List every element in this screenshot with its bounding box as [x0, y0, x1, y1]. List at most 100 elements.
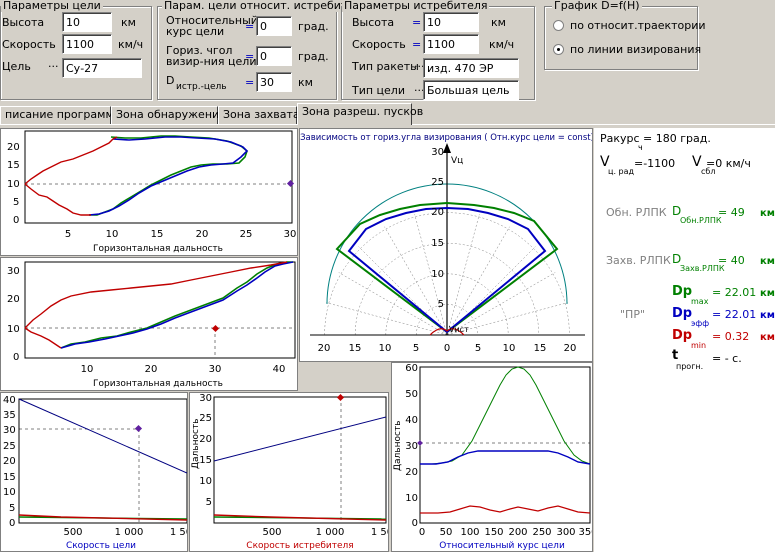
chart5-xtick: 0	[419, 527, 425, 538]
chart1-yticks: 0 5 10 15 20	[7, 142, 20, 226]
course-unit: град.	[298, 20, 329, 33]
target-kind-input[interactable]: Большая цель	[423, 80, 519, 100]
chart3-ytick: 30	[3, 425, 16, 436]
obn-sub: Обн.РЛПК	[680, 216, 722, 225]
chart4-ytick: 5	[206, 497, 212, 508]
chart3-ytick: 20	[3, 456, 16, 467]
missile-input[interactable]: изд. 470 ЭР	[423, 58, 519, 78]
chart1-xtick: 25	[240, 229, 253, 240]
chart1-ytick: 20	[7, 142, 20, 153]
polar-grid-ray	[446, 226, 510, 336]
chart2-xtick: 10	[81, 364, 94, 375]
dpmax-unit: км	[760, 288, 775, 299]
target-height-label: Высота	[2, 16, 45, 29]
graph-option1-radio[interactable]	[553, 20, 564, 31]
zahv-D: D	[672, 252, 682, 266]
dist-sub: истр.-цель	[176, 82, 227, 92]
tab-detection-zone[interactable]: Зона обнаружения	[111, 106, 226, 124]
zahv-sub: Захв.РЛПК	[680, 264, 725, 273]
polar-axis-label: Vц	[451, 156, 463, 166]
chart1-red-curve	[24, 183, 91, 216]
chart1-xlabel: Горизонтальная дальность	[93, 244, 223, 254]
dpmin-value: = 0.32	[712, 330, 750, 343]
polar-red-min	[429, 328, 465, 336]
chart3-xtick: 1 000	[115, 527, 144, 538]
polar-grid-arc	[385, 273, 509, 336]
chart4-plot-area	[213, 396, 387, 524]
fighter-speed-input[interactable]: 1100	[423, 34, 479, 54]
chart1-ytick: 10	[7, 179, 20, 190]
chart1-xtick: 10	[106, 229, 119, 240]
chart5-red-curve	[420, 505, 591, 514]
course-label-1: Относительный	[166, 14, 258, 27]
target-type-input[interactable]: Су-27	[62, 58, 142, 78]
chart4-xtick: 500	[262, 527, 281, 538]
chart5-ytick: 10	[405, 493, 418, 504]
chart3-yticks: 0 5 10 15 20 25 30 35 40	[3, 395, 16, 529]
chart2-xlabel: Горизонтальная дальность	[93, 379, 223, 389]
zahv-unit: км	[760, 256, 775, 267]
chart2-red-curve	[24, 327, 62, 349]
target-height-input[interactable]: 10	[62, 12, 112, 32]
chart2-ytick: 30	[7, 266, 20, 277]
polar-grid-ray	[446, 302, 568, 336]
graph-option1-label[interactable]: по относит.траектории	[570, 19, 706, 32]
polar-xtick: 0	[444, 343, 450, 354]
polar-ytick: 10	[431, 269, 444, 280]
obn-name: Обн. РЛПК	[606, 206, 667, 219]
chart1-green-curve	[89, 135, 248, 216]
chart5-yticks: 0 10 20 30 40 50 60	[405, 363, 418, 529]
chart1-plot-area	[24, 130, 293, 224]
target-type-label: Цель	[2, 60, 31, 73]
chart2-green-curve	[60, 261, 293, 349]
polar-ytick: 20	[431, 207, 444, 218]
chart5-ytick: 50	[405, 389, 418, 400]
polar-green-zone	[335, 201, 559, 334]
polar-xtick: 15	[534, 343, 547, 354]
dpmin-unit: км	[760, 332, 775, 343]
obn-unit: км	[760, 208, 775, 219]
fighter-speed-label: Скорость	[352, 38, 406, 51]
dist-input[interactable]: 30	[256, 72, 292, 92]
chart5-ytick: 0	[412, 518, 418, 529]
chart4-yticks: 5 10 15 20 25 30	[199, 393, 212, 508]
dpmin-sub: min	[691, 341, 707, 350]
polar-blue-zone	[347, 206, 547, 334]
rakurs-label: Ракурс = 180 град.	[600, 132, 711, 145]
graph-option2-radio[interactable]	[553, 44, 564, 55]
target-speed-label: Скорость	[2, 38, 56, 51]
dist-eq: =	[245, 76, 255, 89]
chart1-ytick: 5	[13, 197, 19, 208]
chart5-ytick: 40	[405, 415, 418, 426]
angle-input[interactable]: 0	[256, 46, 292, 66]
v-sbl-value: =0 км/ч	[706, 157, 751, 170]
tab-launch-zone[interactable]: Зона разреш. пусков	[297, 103, 423, 125]
chart4-xlabel: Скорость истребителя	[246, 541, 353, 551]
fighter-height-label: Высота	[352, 16, 395, 29]
chart3-blue-line	[18, 398, 187, 474]
chart4-xtick: 1 000	[316, 527, 345, 538]
angle-label-2: визир-ния цели	[166, 55, 257, 68]
angle-label-1: Гориз. чгол	[166, 44, 233, 57]
polar-xticks: 20 15 10 5 0 5 10 15 20	[318, 343, 577, 354]
chart3-ytick: 25	[3, 441, 16, 452]
chart4-xticks: 500 1 000 1 50	[262, 527, 388, 538]
chart5-xtick: 350	[578, 527, 593, 538]
graph-type-group	[544, 6, 698, 70]
chart3-ytick: 5	[9, 503, 15, 514]
target-kind-label: Тип цели	[352, 84, 405, 97]
fighter-height-input[interactable]: 10	[423, 12, 479, 32]
tab-capture-zone[interactable]: Зона захвата	[218, 106, 300, 124]
chart1-panel: 0 5 10 15 20 5 10 15 20 25 30 Горизонтал…	[0, 128, 298, 256]
polar-grid-ray	[414, 214, 448, 336]
polar-xtick: 5	[475, 343, 481, 354]
chart2-plot-area	[24, 261, 296, 359]
dist-label: D	[166, 74, 175, 87]
graph-option2-label[interactable]: по линии визирования	[570, 43, 702, 56]
chart3-xlabel: Скорость цели	[66, 541, 136, 551]
angle-unit: град.	[298, 50, 329, 63]
polar-grid-ray	[338, 272, 448, 336]
tab-program-description[interactable]: писание программы	[0, 106, 122, 124]
target-speed-input[interactable]: 1100	[62, 34, 112, 54]
course-input[interactable]: 0	[256, 16, 292, 36]
